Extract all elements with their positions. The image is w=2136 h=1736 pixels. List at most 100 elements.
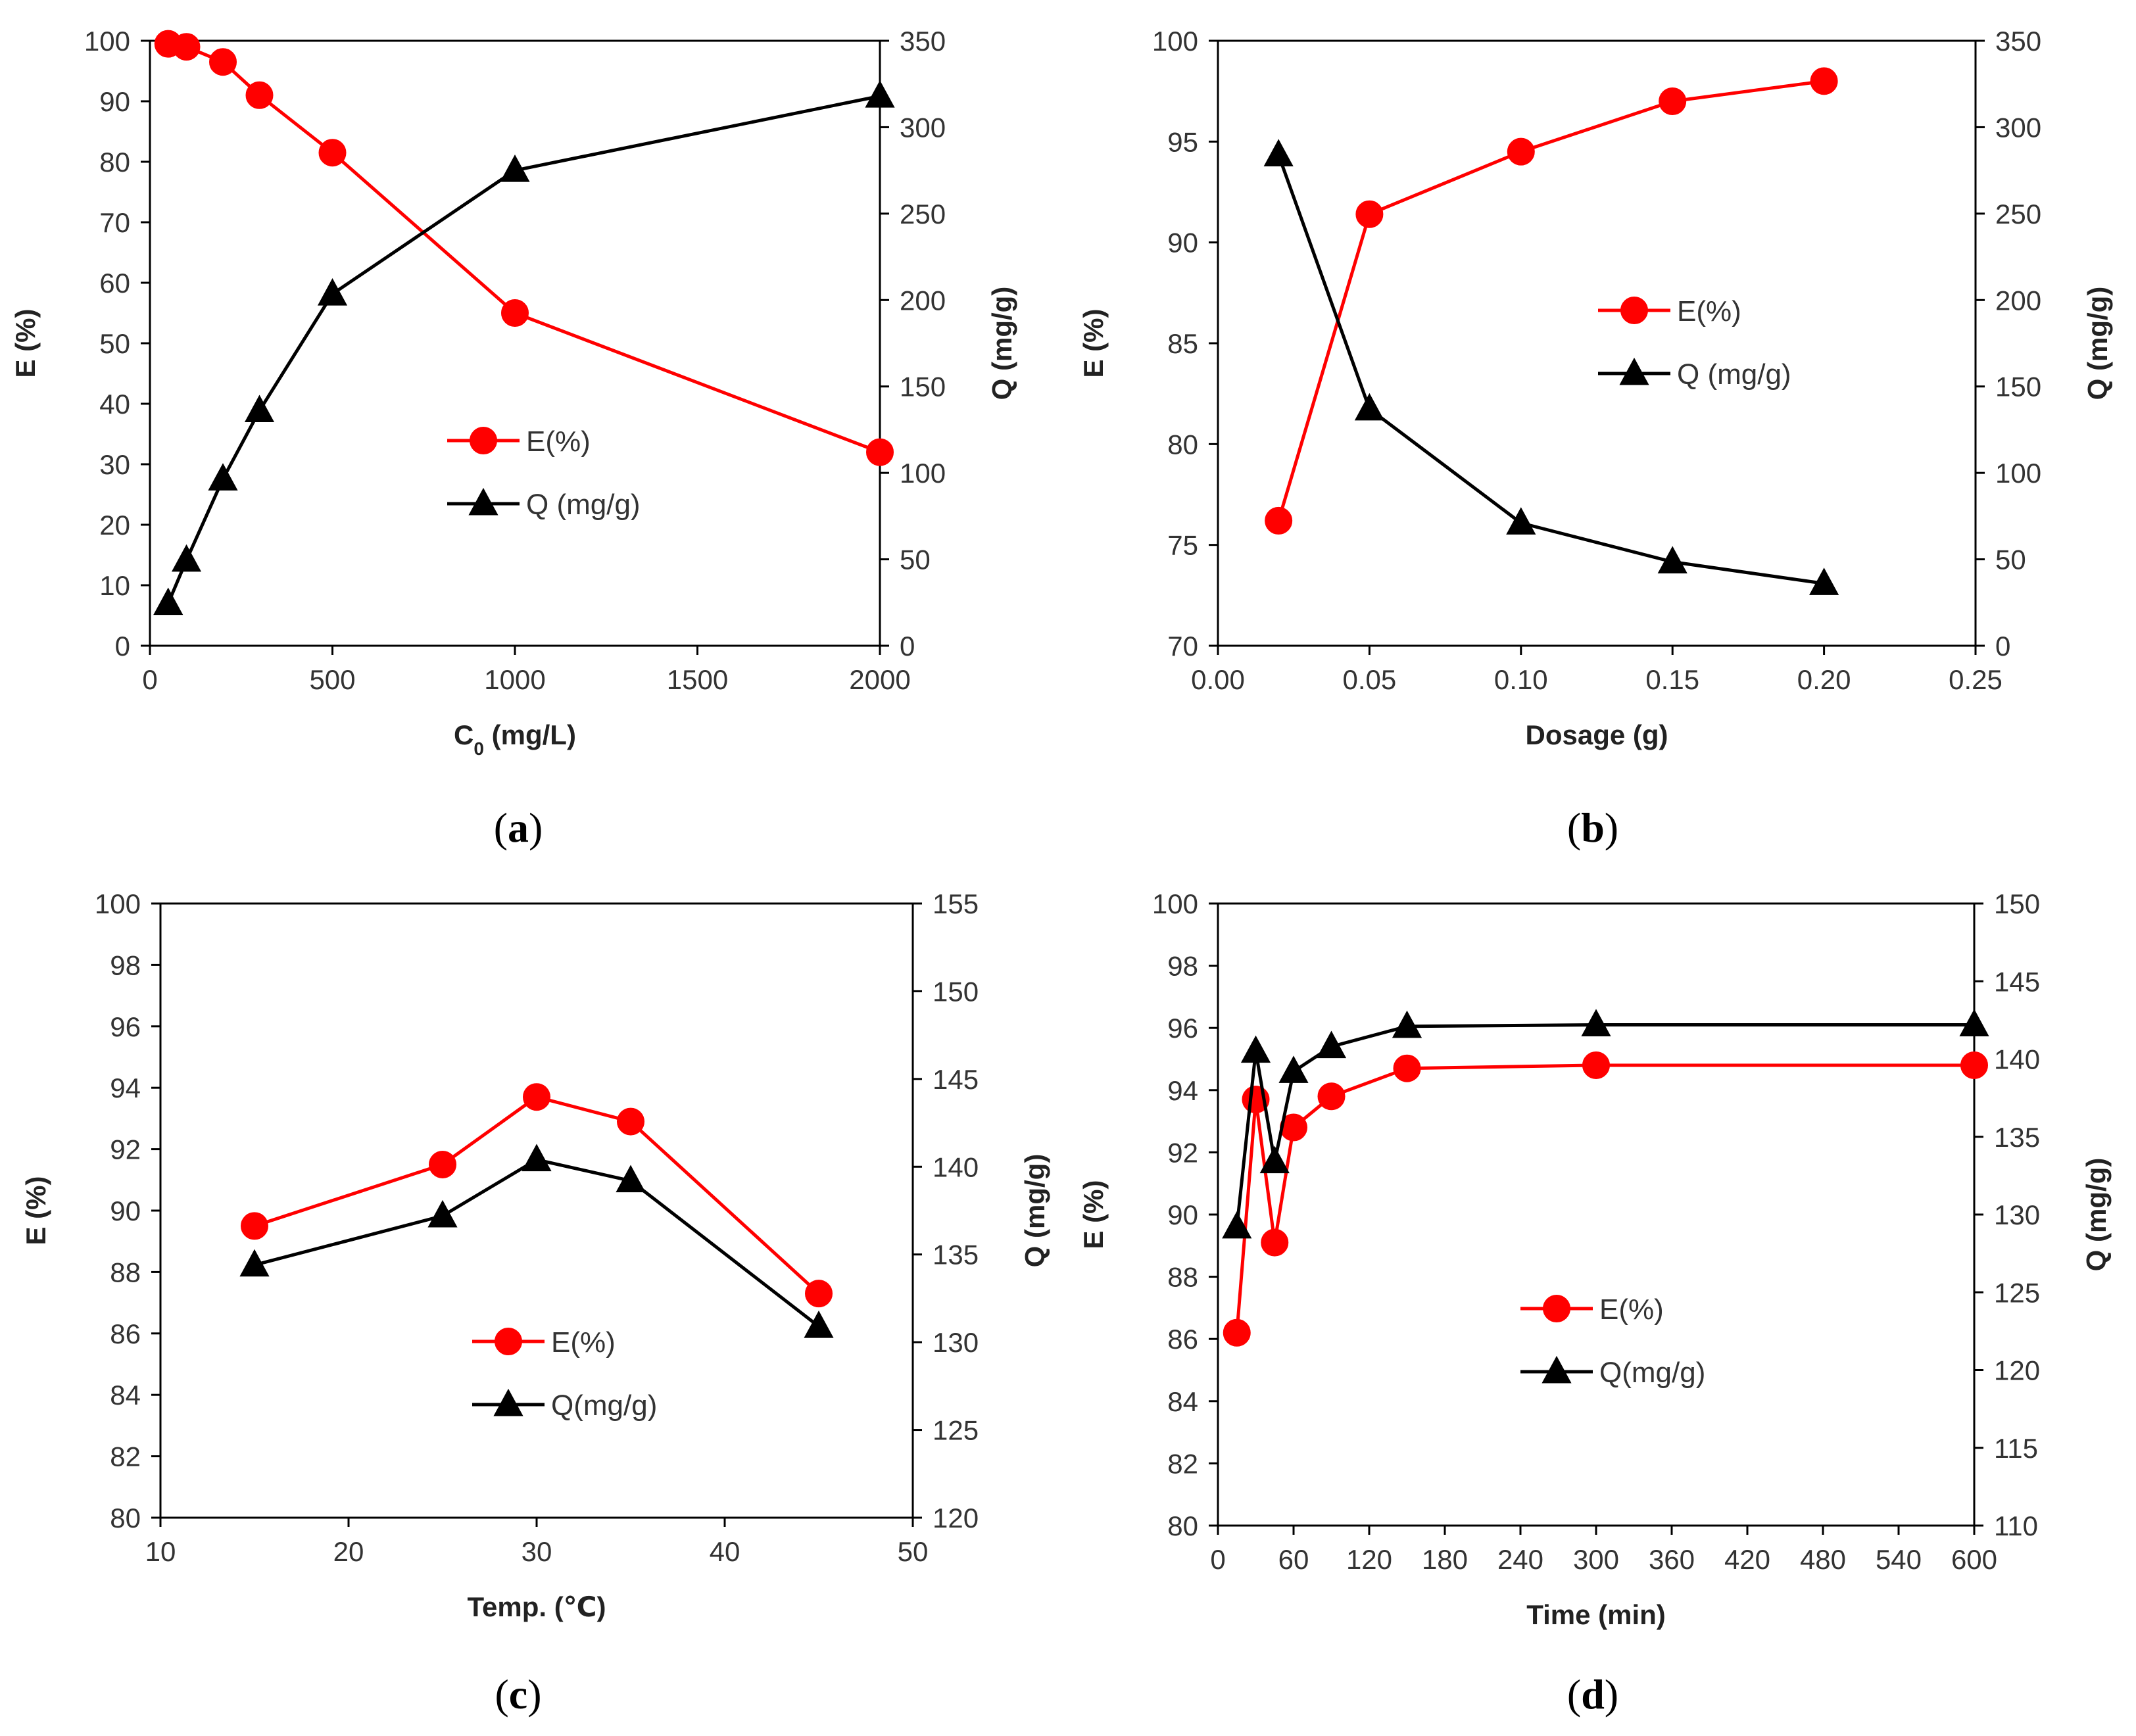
y2-axis-label: Q (mg/g) (2081, 1158, 2112, 1272)
data-point (1659, 87, 1687, 115)
y2-tick-label: 50 (900, 544, 931, 575)
data-point (617, 1107, 644, 1136)
data-point (1259, 1145, 1290, 1174)
y-tick-label: 95 (1167, 126, 1198, 157)
y2-tick-label: 50 (1995, 544, 2026, 575)
chart-panel-a: 0 500 1000 1500 2000010203040506070809010005… (10, 26, 1017, 851)
x-tick-label: 10 (145, 1536, 176, 1567)
panel-label-close: ) (1605, 804, 1618, 851)
data-point (1581, 1009, 1611, 1036)
y2-tick-label: 0 (1995, 631, 2010, 662)
data-point (1810, 67, 1838, 95)
y2-tick-label: 0 (900, 631, 915, 662)
panel-label-close: ) (527, 1671, 541, 1718)
y-tick-label: 94 (110, 1073, 141, 1103)
y2-tick-label: 350 (900, 26, 946, 57)
data-point (500, 155, 530, 182)
y-tick-label: 10 (99, 570, 130, 601)
data-point (1393, 1054, 1421, 1082)
y-tick-label: 60 (99, 268, 130, 299)
y2-tick-label: 200 (900, 285, 946, 316)
y-tick-label: 80 (1167, 1510, 1198, 1541)
data-point (522, 1144, 552, 1172)
y2-tick-label: 150 (1994, 888, 2040, 919)
y-tick-label: 98 (1167, 951, 1198, 982)
panel-label-open: ( (495, 1671, 508, 1718)
data-point (1223, 1318, 1251, 1347)
y2-tick-label: 135 (933, 1240, 979, 1270)
series-line (1235, 1063, 1974, 1333)
data-point (616, 1165, 646, 1193)
x-tick-label: 420 (1724, 1544, 1770, 1575)
panel-label-letter: a (508, 804, 529, 851)
x-tick-label: 120 (1346, 1544, 1392, 1575)
y2-tick-label: 150 (900, 372, 946, 402)
y2-tick-label: 100 (900, 458, 946, 489)
x-tick-label: 0.05 (1343, 664, 1397, 695)
x-axis-label: Time (min) (1526, 1599, 1666, 1630)
y2-tick-label: 150 (933, 976, 979, 1007)
y-tick-label: 90 (99, 86, 130, 117)
y2-tick-label: 250 (900, 199, 946, 229)
y2-axis-label: Q (mg/g) (1019, 1154, 1050, 1268)
y-tick-label: 84 (1167, 1386, 1198, 1417)
y-axis-label: E (%) (1078, 1180, 1109, 1249)
panel-label-open: ( (1567, 804, 1581, 851)
data-point (1960, 1051, 1988, 1079)
x-tick-label: 1000 (484, 664, 545, 695)
legend-swatch-marker (493, 1388, 523, 1416)
x-tick-label: 40 (710, 1536, 740, 1567)
data-point (1355, 200, 1384, 228)
y-tick-label: 82 (1167, 1448, 1198, 1479)
legend-swatch-marker (1619, 357, 1649, 385)
data-point (1506, 507, 1536, 535)
data-point (1507, 137, 1535, 166)
legend-entry: Q (mg/g) (526, 489, 641, 521)
y2-tick-label: 300 (900, 112, 946, 143)
data-point (1809, 567, 1839, 595)
data-point (501, 299, 529, 327)
legend-swatch-marker (1620, 297, 1648, 324)
x-tick-label: 0 (1210, 1544, 1225, 1575)
y-tick-label: 100 (1152, 26, 1198, 57)
data-point (318, 139, 347, 167)
y-tick-label: 92 (110, 1134, 141, 1165)
panel-label-letter: c (509, 1671, 527, 1718)
y2-tick-label: 125 (1994, 1277, 2040, 1308)
y2-tick-label: 100 (1995, 458, 2041, 489)
panel-label: (d) (1567, 1671, 1618, 1718)
y-axis-label: E (%) (10, 309, 41, 378)
data-point (317, 277, 348, 306)
data-point (1261, 1228, 1289, 1257)
legend-entry: E(%) (551, 1326, 616, 1359)
panel-label: (b) (1567, 804, 1618, 851)
y2-tick-label: 140 (1994, 1044, 2040, 1075)
data-point (239, 1249, 270, 1277)
data-point (1240, 1035, 1271, 1063)
y2-tick-label: 250 (1995, 199, 2041, 229)
data-point (1316, 1030, 1347, 1059)
y2-axis-label: Q (mg/g) (986, 287, 1017, 400)
panel-label-close: ) (1605, 1671, 1618, 1718)
x-tick-label: 500 (309, 664, 355, 695)
y2-tick-label: 350 (1995, 26, 2041, 57)
legend-swatch-marker (1543, 1295, 1570, 1322)
data-point (153, 587, 183, 615)
legend-entry: E(%) (1677, 295, 1741, 327)
y2-tick-label: 200 (1995, 285, 2041, 316)
data-point (1657, 546, 1687, 574)
y-tick-label: 98 (110, 950, 141, 980)
x-tick-label: 180 (1422, 1544, 1468, 1575)
x-tick-label: 0.00 (1191, 664, 1245, 695)
x-tick-label: 600 (1951, 1544, 1997, 1575)
legend-swatch-marker (470, 427, 497, 454)
panel-label-letter: d (1581, 1671, 1605, 1718)
y2-tick-label: 145 (933, 1064, 979, 1095)
chart-panel-b: 0.00 0.05 0.10 0.15 0.20 0.25 70 75 80 85 90 95 100 0… (1078, 26, 2113, 851)
panel-label-open: ( (494, 804, 508, 851)
y2-tick-label: 145 (1994, 966, 2040, 997)
data-point (1222, 1211, 1252, 1239)
data-point (1354, 393, 1384, 421)
chart-panel-d: 0 60 120 180 240 300 360 420 480 540 600 80 82 84 86 88… (1078, 888, 2112, 1718)
